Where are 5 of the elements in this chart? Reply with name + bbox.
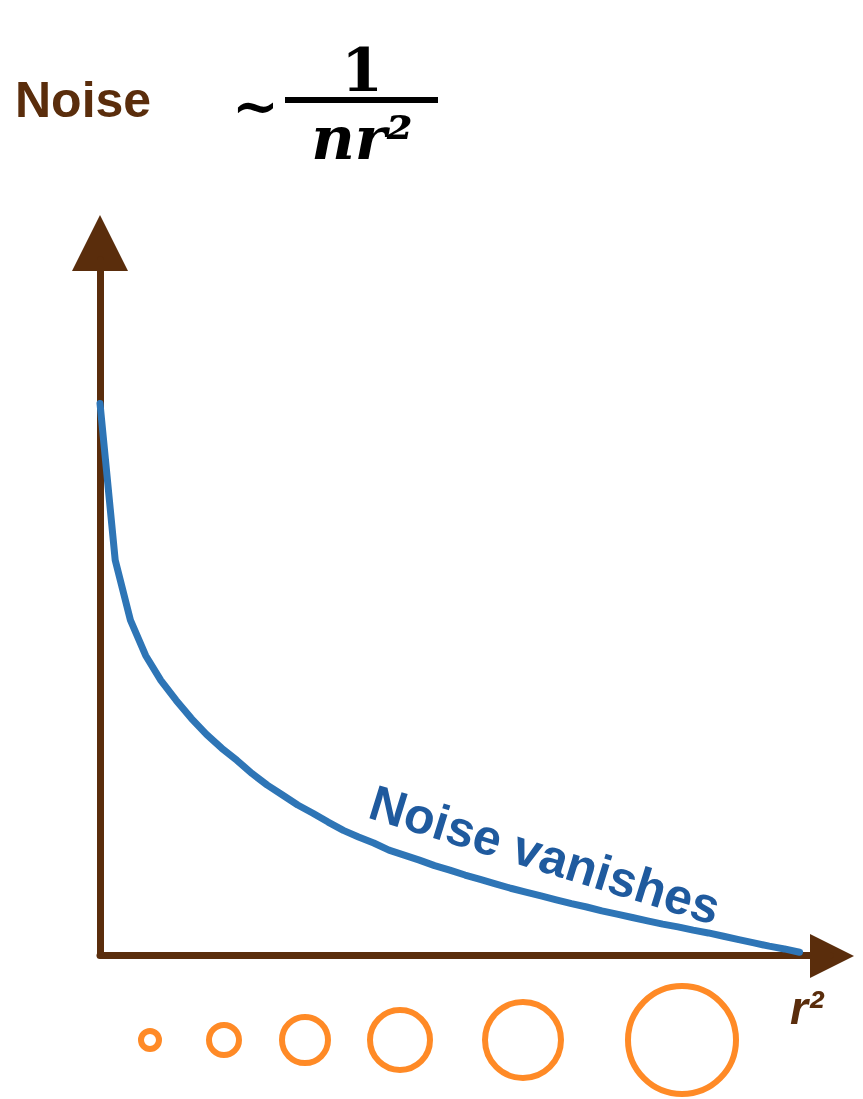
- text: ~: [232, 73, 279, 139]
- x-axis-title: r²: [790, 982, 825, 1034]
- text: 1: [341, 35, 383, 105]
- text: Noise: [15, 72, 152, 128]
- text: nr²: [311, 103, 413, 173]
